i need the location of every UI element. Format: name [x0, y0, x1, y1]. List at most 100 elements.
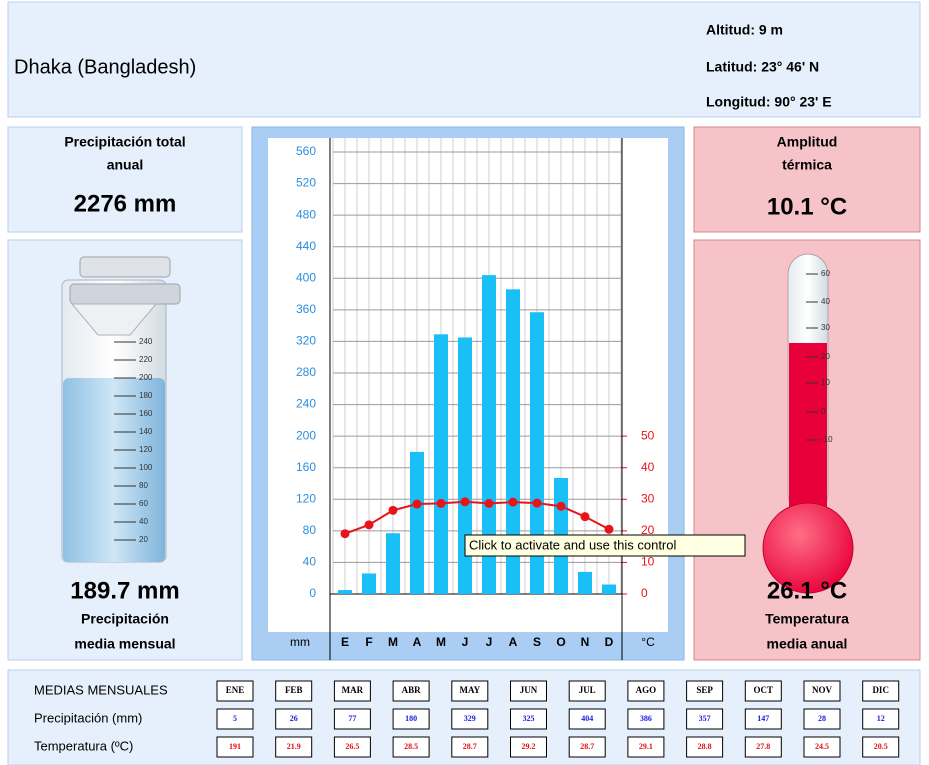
total-value: 2276 mm — [74, 190, 177, 217]
table-cell-text: 28.8 — [698, 742, 712, 751]
table-cell — [627, 708, 665, 730]
table-cell — [686, 708, 724, 730]
gauge-rim — [69, 283, 181, 305]
table-cell-text: 77 — [348, 714, 356, 723]
thermo-scale-label: 20 — [821, 352, 830, 361]
x-tick-label: E — [341, 635, 349, 649]
table-cell — [451, 736, 489, 758]
table-cell — [275, 708, 313, 730]
x-tick-label: J — [486, 635, 493, 649]
temperature-point — [412, 499, 422, 509]
table-cell — [510, 736, 547, 758]
y-tick-label: 360 — [296, 302, 316, 316]
bar — [530, 312, 544, 594]
temperature-point — [436, 498, 446, 508]
table-cell-text: 357 — [699, 714, 711, 723]
table-cell — [392, 708, 430, 730]
y-axis-unit: mm — [290, 635, 310, 649]
gauge-funnel — [70, 303, 158, 336]
table-cell — [627, 680, 665, 702]
y-tick-label: 520 — [296, 176, 316, 190]
bar — [482, 275, 496, 594]
table-cell — [275, 680, 313, 702]
y2-tick-label: 10 — [641, 555, 655, 569]
tooltip-box — [464, 534, 746, 557]
y-tick-label: 120 — [296, 491, 316, 505]
table-cell-text: 21.9 — [287, 742, 301, 751]
table-cell — [333, 736, 371, 758]
table-cell — [568, 736, 606, 758]
x-tick-label: O — [556, 635, 565, 649]
table-cell-text: AGO — [636, 685, 657, 695]
y-tick-label: 320 — [296, 334, 316, 348]
bar — [578, 571, 592, 594]
y-tick-label: 240 — [296, 397, 316, 411]
gauge-water — [63, 378, 165, 562]
annual-label: Temperatura — [765, 611, 849, 627]
table-cell-text: 325 — [523, 714, 535, 723]
monthly-label: media mensual — [74, 636, 175, 652]
gauge-scale-label: 80 — [139, 481, 148, 490]
amplitude-panel — [693, 126, 921, 233]
temperature-point — [508, 497, 518, 507]
gauge-scale-label: 200 — [139, 373, 153, 382]
table-cell-text: MAR — [342, 685, 364, 695]
monthly-value: 189.7 mm — [70, 577, 179, 604]
table-cell-text: 27.8 — [756, 742, 770, 751]
table-cell-text: 386 — [640, 714, 652, 723]
thermo-scale-label: -10 — [821, 435, 833, 444]
row-label: Precipitación (mm) — [34, 710, 142, 725]
table-cell — [333, 708, 371, 730]
monthly-label: Precipitación — [81, 611, 169, 627]
temperature-point — [532, 498, 542, 508]
temperature-point — [340, 529, 350, 539]
temperature-point — [388, 505, 398, 515]
table-cell — [216, 736, 254, 758]
y2-tick-label: 50 — [641, 428, 655, 442]
altitude: Altitud: 9 m — [706, 22, 783, 38]
table-cell-text: 404 — [581, 714, 593, 723]
amplitude-value: 10.1 °C — [767, 193, 847, 220]
x-tick-label: F — [365, 635, 372, 649]
latitude: Latitud: 23° 46' N — [706, 59, 819, 75]
amplitude-label: térmica — [782, 157, 832, 173]
table-cell-text: 28.5 — [404, 742, 418, 751]
total-label: anual — [107, 157, 144, 173]
table-cell-text: DIC — [872, 685, 889, 695]
table-cell — [568, 680, 606, 702]
longitude: Longitud: 90° 23' E — [706, 94, 832, 110]
y-tick-label: 0 — [309, 586, 316, 600]
table-cell-text: ENE — [226, 685, 245, 695]
table-cell — [392, 680, 430, 702]
gauge-scale-label: 40 — [139, 517, 148, 526]
gauge-scale-label: 240 — [139, 337, 153, 346]
table-cell — [510, 708, 547, 730]
table-cell — [216, 680, 254, 702]
bar — [458, 337, 472, 594]
x-tick-label: D — [605, 635, 614, 649]
title: Dhaka (Bangladesh) — [14, 56, 196, 78]
thermo-scale-label: 0 — [821, 407, 826, 416]
table-cell-text: 329 — [464, 714, 476, 723]
temperature-point — [556, 501, 566, 511]
table-cell — [862, 708, 900, 730]
total-panel — [7, 126, 243, 233]
amplitude-label: Amplitud — [777, 134, 838, 150]
table-cell — [451, 680, 489, 702]
table-cell — [510, 680, 547, 702]
table-cell-text: 12 — [877, 714, 885, 723]
bar — [602, 584, 616, 594]
x-tick-label: M — [388, 635, 398, 649]
x-tick-label: A — [413, 635, 422, 649]
table-cell — [803, 680, 841, 702]
table-cell-text: 20.5 — [874, 742, 888, 751]
temperature-point — [604, 524, 614, 534]
temperature-point — [364, 520, 374, 530]
bar — [338, 590, 352, 594]
y-tick-label: 560 — [296, 144, 316, 158]
y-tick-label: 480 — [296, 207, 316, 221]
table-cell-text: 191 — [229, 742, 241, 751]
temperature-point — [460, 497, 470, 507]
table-cell — [686, 736, 724, 758]
table-cell-text: 29.2 — [522, 742, 536, 751]
